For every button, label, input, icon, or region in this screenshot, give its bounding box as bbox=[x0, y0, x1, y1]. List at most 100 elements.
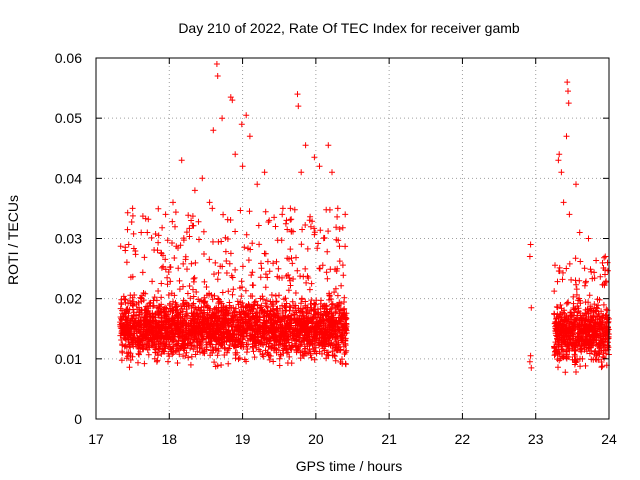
data-point bbox=[237, 207, 244, 214]
data-point bbox=[261, 169, 268, 176]
data-point bbox=[302, 298, 309, 305]
data-point bbox=[327, 306, 334, 313]
data-point bbox=[174, 360, 181, 366]
data-point bbox=[338, 335, 344, 342]
data-point bbox=[299, 226, 306, 233]
data-point bbox=[218, 318, 225, 325]
data-point bbox=[215, 269, 222, 276]
data-point bbox=[179, 319, 186, 326]
data-point bbox=[229, 274, 236, 281]
data-point bbox=[166, 332, 173, 339]
data-point bbox=[155, 232, 162, 239]
data-point bbox=[223, 270, 230, 276]
data-point bbox=[205, 312, 212, 319]
data-point bbox=[285, 287, 292, 294]
data-point bbox=[176, 328, 183, 335]
data-point bbox=[293, 335, 300, 341]
data-point bbox=[141, 254, 148, 261]
data-point bbox=[134, 343, 141, 350]
data-point bbox=[563, 133, 570, 140]
data-point bbox=[333, 338, 340, 345]
x-tick-label: 21 bbox=[381, 431, 397, 447]
data-point bbox=[221, 352, 228, 358]
data-point bbox=[273, 306, 280, 312]
data-point bbox=[212, 345, 219, 352]
x-tick-label: 19 bbox=[235, 431, 251, 447]
data-point bbox=[157, 327, 163, 334]
x-tick-label: 22 bbox=[455, 431, 471, 447]
data-point bbox=[243, 358, 250, 365]
data-point bbox=[202, 298, 209, 305]
data-point bbox=[287, 324, 294, 331]
data-point bbox=[193, 289, 200, 295]
data-point bbox=[164, 237, 171, 244]
data-point bbox=[264, 258, 271, 265]
data-point bbox=[573, 286, 580, 293]
data-point bbox=[526, 358, 533, 365]
data-point bbox=[187, 320, 194, 327]
data-point bbox=[257, 295, 264, 302]
data-point bbox=[599, 363, 606, 370]
data-point bbox=[262, 284, 269, 291]
data-point bbox=[336, 310, 343, 317]
data-point bbox=[141, 360, 148, 367]
data-point bbox=[343, 321, 350, 328]
data-point bbox=[139, 213, 146, 220]
data-point bbox=[182, 336, 189, 343]
data-point bbox=[121, 310, 128, 317]
data-point bbox=[272, 223, 279, 230]
data-point bbox=[270, 260, 277, 267]
data-point bbox=[158, 294, 165, 301]
data-point bbox=[173, 347, 180, 354]
data-point bbox=[283, 337, 290, 344]
data-point bbox=[334, 346, 341, 353]
data-point bbox=[339, 224, 346, 231]
data-point bbox=[566, 345, 573, 352]
data-point bbox=[302, 350, 309, 357]
data-point bbox=[329, 342, 336, 349]
data-point bbox=[212, 259, 219, 266]
data-point bbox=[188, 260, 195, 267]
data-point bbox=[304, 308, 311, 315]
data-point bbox=[153, 341, 160, 348]
data-point bbox=[163, 318, 170, 324]
data-point bbox=[314, 245, 321, 252]
data-point bbox=[140, 297, 147, 304]
data-point bbox=[211, 292, 218, 299]
data-point bbox=[298, 241, 305, 248]
data-point bbox=[326, 327, 333, 334]
data-point bbox=[577, 328, 584, 335]
data-point bbox=[227, 94, 234, 101]
data-point bbox=[190, 293, 197, 300]
data-point bbox=[249, 293, 256, 300]
x-tick-label: 23 bbox=[528, 431, 544, 447]
data-point bbox=[559, 276, 566, 283]
data-point bbox=[180, 297, 187, 304]
data-point bbox=[173, 243, 180, 250]
data-point bbox=[568, 319, 575, 326]
data-point bbox=[169, 338, 176, 345]
data-point bbox=[598, 364, 605, 371]
data-point bbox=[155, 288, 162, 294]
data-point bbox=[303, 317, 310, 324]
data-point bbox=[593, 352, 600, 359]
data-point bbox=[329, 314, 336, 321]
data-point bbox=[599, 353, 606, 360]
data-point bbox=[151, 314, 158, 321]
data-point bbox=[123, 259, 130, 266]
data-point bbox=[331, 352, 338, 359]
data-point bbox=[192, 351, 199, 358]
data-point bbox=[239, 339, 246, 346]
data-point bbox=[297, 355, 304, 362]
data-point bbox=[220, 211, 227, 218]
data-point bbox=[332, 285, 339, 292]
data-point bbox=[160, 263, 167, 270]
data-point bbox=[581, 282, 588, 289]
data-point bbox=[121, 296, 128, 302]
data-point bbox=[145, 216, 152, 223]
data-point bbox=[599, 318, 606, 324]
data-point bbox=[286, 353, 293, 360]
data-point bbox=[576, 345, 583, 352]
data-point bbox=[558, 343, 565, 350]
data-point bbox=[311, 154, 318, 161]
